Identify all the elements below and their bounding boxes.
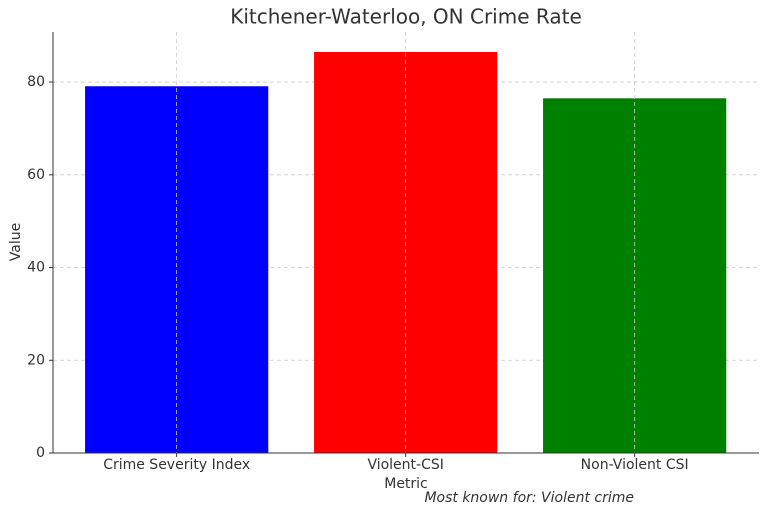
bar [543,98,727,454]
y-axis-label: Value [8,223,24,261]
y-tick-label: 20 [27,352,45,368]
y-tick-label: 0 [36,445,45,461]
y-tick-label: 40 [27,260,45,276]
chart-title: Kitchener-Waterloo, ON Crime Rate [230,5,582,29]
y-tick-label: 60 [27,167,45,183]
x-tick-label: Crime Severity Index [103,457,250,473]
annotation: Most known for: Violent crime [424,490,634,506]
x-tick-label: Non-Violent CSI [581,457,689,473]
y-tick-label: 80 [27,74,45,90]
x-tick-label: Violent-CSI [367,457,443,473]
x-axis-label: Metric [384,476,428,492]
